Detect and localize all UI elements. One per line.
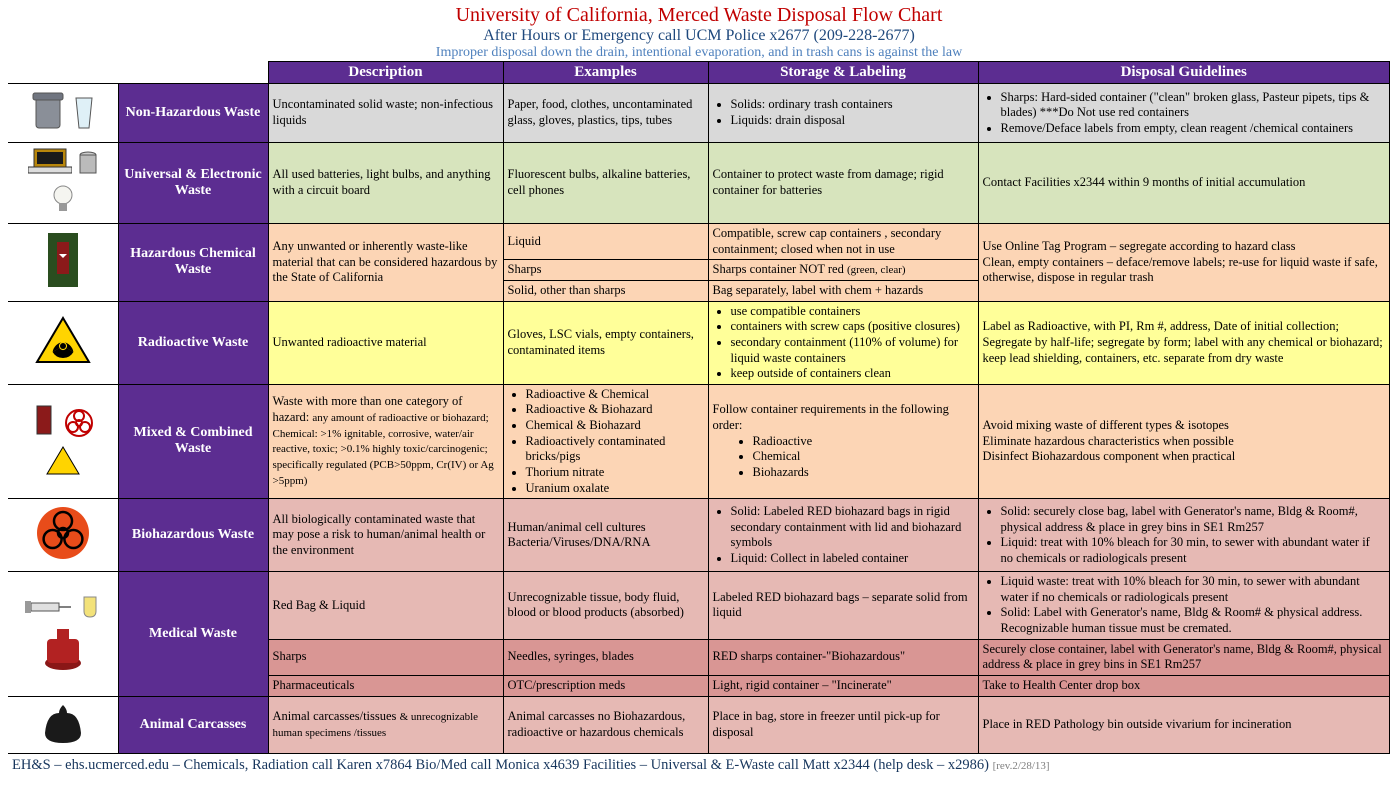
desc-medical-3: Pharmaceuticals (268, 675, 503, 696)
icon-mixed (8, 384, 118, 498)
trashcan-icon (30, 88, 66, 134)
cat-biohaz: Biohazardous Waste (118, 499, 268, 572)
cat-nonhaz: Non-Hazardous Waste (118, 84, 268, 143)
row-hazchem-1: Hazardous Chemical Waste Any unwanted or… (8, 224, 1390, 260)
disp-animal: Place in RED Pathology bin outside vivar… (978, 696, 1390, 753)
store-radio: use compatible containers containers wit… (708, 301, 978, 384)
desc-universal: All used batteries, light bulbs, and any… (268, 143, 503, 224)
store-hazchem-2: Sharps container NOT red (green, clear) (708, 260, 978, 281)
header-row: Description Examples Storage & Labeling … (8, 62, 1390, 84)
ex-hazchem-3: Solid, other than sharps (503, 281, 708, 302)
battery-icon (79, 151, 97, 177)
ex-nonhaz: Paper, food, clothes, uncontaminated gla… (503, 84, 708, 143)
blackbag-icon (41, 701, 85, 745)
store-biohaz: Solid: Labeled RED biohazard bags in rig… (708, 499, 978, 572)
hdr-store: Storage & Labeling (708, 62, 978, 84)
ex-biohaz: Human/animal cell cultures Bacteria/Viru… (503, 499, 708, 572)
biohazard-small-icon (64, 408, 94, 438)
store-mixed: Follow container requirements in the fol… (708, 384, 978, 498)
ex-mixed: Radioactive & Chemical Radioactive & Bio… (503, 384, 708, 498)
disp-medical-3: Take to Health Center drop box (978, 675, 1390, 696)
disp-hazchem: Use Online Tag Program – segregate accor… (978, 224, 1390, 302)
disp-medical-1: Liquid waste: treat with 10% bleach for … (978, 572, 1390, 640)
row-universal: Universal & Electronic Waste All used ba… (8, 143, 1390, 224)
redbag-icon (43, 627, 83, 671)
icon-biohaz (8, 499, 118, 572)
store-hazchem-3: Bag separately, label with chem + hazard… (708, 281, 978, 302)
icon-medical (8, 572, 118, 696)
footer: EH&S – ehs.ucmerced.edu – Chemicals, Rad… (8, 754, 1390, 774)
store-animal: Place in bag, store in freezer until pic… (708, 696, 978, 753)
cat-radio: Radioactive Waste (118, 301, 268, 384)
chem-small-icon (31, 402, 57, 438)
page-subtitle: After Hours or Emergency call UCM Police… (8, 27, 1390, 45)
bulb-icon (52, 185, 74, 215)
row-animal: Animal Carcasses Animal carcasses/tissue… (8, 696, 1390, 753)
hdr-ex: Examples (503, 62, 708, 84)
cat-mixed: Mixed & Combined Waste (118, 384, 268, 498)
ex-medical-2: Needles, syringes, blades (503, 639, 708, 675)
laptop-icon (28, 147, 72, 177)
hdr-desc: Description (268, 62, 503, 84)
waste-table: Description Examples Storage & Labeling … (8, 61, 1390, 754)
row-mixed: Mixed & Combined Waste Waste with more t… (8, 384, 1390, 498)
disp-medical-2: Securely close container, label with Gen… (978, 639, 1390, 675)
disp-nonhaz: Sharps: Hard-sided container ("clean" br… (978, 84, 1390, 143)
icon-animal (8, 696, 118, 753)
bottle-icon (43, 228, 83, 292)
desc-medical-1: Red Bag & Liquid (268, 572, 503, 640)
page-title: University of California, Merced Waste D… (8, 4, 1390, 27)
cat-universal: Universal & Electronic Waste (118, 143, 268, 224)
radiation-small-icon (46, 446, 80, 476)
desc-radio: Unwanted radioactive material (268, 301, 503, 384)
icon-radio (8, 301, 118, 384)
store-medical-2: RED sharps container-"Biohazardous" (708, 639, 978, 675)
store-medical-3: Light, rigid container – "Incinerate" (708, 675, 978, 696)
icon-nonhaz (8, 84, 118, 143)
store-universal: Container to protect waste from damage; … (708, 143, 978, 224)
glove-icon (80, 593, 102, 619)
hdr-disp: Disposal Guidelines (978, 62, 1390, 84)
ex-hazchem-2: Sharps (503, 260, 708, 281)
store-hazchem-1: Compatible, screw cap containers , secon… (708, 224, 978, 260)
ex-animal: Animal carcasses no Biohazardous, radioa… (503, 696, 708, 753)
row-nonhaz: Non-Hazardous Waste Uncontaminated solid… (8, 84, 1390, 143)
desc-hazchem: Any unwanted or inherently waste-like ma… (268, 224, 503, 302)
radiation-icon (35, 316, 91, 366)
desc-medical-2: Sharps (268, 639, 503, 675)
disp-universal: Contact Facilities x2344 within 9 months… (978, 143, 1390, 224)
icon-universal (8, 143, 118, 224)
cat-medical: Medical Waste (118, 572, 268, 696)
row-biohaz: Biohazardous Waste All biologically cont… (8, 499, 1390, 572)
desc-mixed: Waste with more than one category of haz… (268, 384, 503, 498)
ex-medical-1: Unrecognizable tissue, body fluid, blood… (503, 572, 708, 640)
disp-biohaz: Solid: securely close bag, label with Ge… (978, 499, 1390, 572)
ex-radio: Gloves, LSC vials, empty containers, con… (503, 301, 708, 384)
icon-hazchem (8, 224, 118, 302)
store-nonhaz: Solids: ordinary trash containers Liquid… (708, 84, 978, 143)
syringe-icon (23, 595, 73, 619)
ex-hazchem-1: Liquid (503, 224, 708, 260)
desc-biohaz: All biologically contaminated waste that… (268, 499, 503, 572)
cat-animal: Animal Carcasses (118, 696, 268, 753)
desc-nonhaz: Uncontaminated solid waste; non-infectio… (268, 84, 503, 143)
desc-animal: Animal carcasses/tissues & unrecognizabl… (268, 696, 503, 753)
disp-radio: Label as Radioactive, with PI, Rm #, add… (978, 301, 1390, 384)
ex-universal: Fluorescent bulbs, alkaline batteries, c… (503, 143, 708, 224)
disp-mixed: Avoid mixing waste of different types & … (978, 384, 1390, 498)
biohazard-icon (33, 503, 93, 563)
page-warning: Improper disposal down the drain, intent… (8, 45, 1390, 61)
store-medical-1: Labeled RED biohazard bags – separate so… (708, 572, 978, 640)
row-medical-1: Medical Waste Red Bag & Liquid Unrecogni… (8, 572, 1390, 640)
cup-icon (73, 94, 95, 134)
cat-hazchem: Hazardous Chemical Waste (118, 224, 268, 302)
ex-medical-3: OTC/prescription meds (503, 675, 708, 696)
row-radio: Radioactive Waste Unwanted radioactive m… (8, 301, 1390, 384)
